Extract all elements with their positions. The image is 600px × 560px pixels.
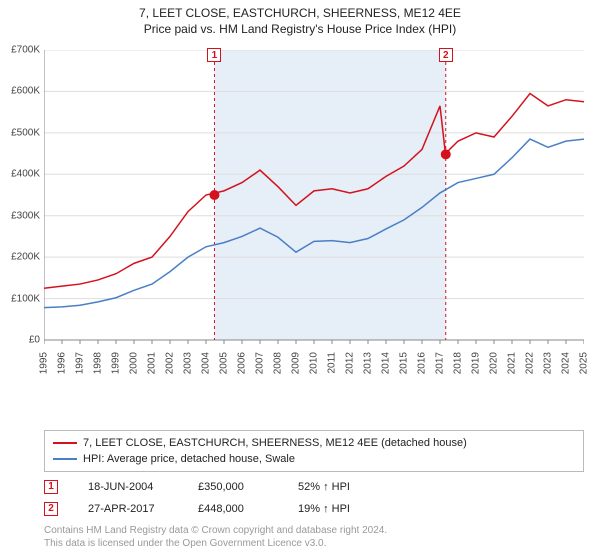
x-tick-label: 2010 <box>309 352 320 374</box>
sales-table: 1 18-JUN-2004 £350,000 52% ↑ HPI 2 27-AP… <box>44 476 388 520</box>
x-tick-label: 2015 <box>399 352 410 374</box>
x-tick-label: 2004 <box>201 352 212 374</box>
x-tick-label: 2022 <box>525 352 536 374</box>
x-tick-label: 1996 <box>57 352 68 374</box>
y-tick-label: £100K <box>0 293 40 304</box>
sales-row: 1 18-JUN-2004 £350,000 52% ↑ HPI <box>44 476 388 498</box>
x-tick-label: 2011 <box>327 352 338 374</box>
x-tick-label: 2021 <box>507 352 518 374</box>
disclaimer-line: Contains HM Land Registry data © Crown c… <box>44 524 387 537</box>
x-tick-label: 1999 <box>111 352 122 374</box>
titles: 7, LEET CLOSE, EASTCHURCH, SHEERNESS, ME… <box>0 0 600 36</box>
chart-title: 7, LEET CLOSE, EASTCHURCH, SHEERNESS, ME… <box>0 6 600 20</box>
y-tick-label: £600K <box>0 86 40 97</box>
y-tick-label: £300K <box>0 210 40 221</box>
chart-plot-area: £0£100K£200K£300K£400K£500K£600K£700K 19… <box>44 50 584 380</box>
disclaimer: Contains HM Land Registry data © Crown c… <box>44 524 387 550</box>
x-tick-label: 2005 <box>219 352 230 374</box>
sale-marker-icon: 1 <box>44 480 58 494</box>
legend-label: HPI: Average price, detached house, Swal… <box>83 451 295 467</box>
y-tick-label: £400K <box>0 169 40 180</box>
y-tick-label: £200K <box>0 252 40 263</box>
sale-date: 18-JUN-2004 <box>88 476 168 498</box>
legend-row: HPI: Average price, detached house, Swal… <box>53 451 575 467</box>
y-tick-label: £0 <box>0 335 40 346</box>
chart-marker-icon: 1 <box>207 48 221 62</box>
x-tick-label: 2023 <box>543 352 554 374</box>
x-tick-label: 2024 <box>561 352 572 374</box>
x-tick-label: 2016 <box>417 352 428 374</box>
chart-subtitle: Price paid vs. HM Land Registry's House … <box>0 22 600 36</box>
x-tick-label: 2006 <box>237 352 248 374</box>
x-tick-label: 1998 <box>93 352 104 374</box>
x-tick-label: 2009 <box>291 352 302 374</box>
sale-price: £350,000 <box>198 476 268 498</box>
x-tick-label: 1997 <box>75 352 86 374</box>
x-tick-label: 1995 <box>39 352 50 374</box>
disclaimer-line: This data is licensed under the Open Gov… <box>44 537 387 550</box>
x-tick-label: 2018 <box>453 352 464 374</box>
legend-row: 7, LEET CLOSE, EASTCHURCH, SHEERNESS, ME… <box>53 435 575 451</box>
x-tick-label: 2000 <box>129 352 140 374</box>
legend-swatch <box>53 458 77 460</box>
sale-pct: 52% ↑ HPI <box>298 476 388 498</box>
x-tick-label: 2014 <box>381 352 392 374</box>
sale-pct: 19% ↑ HPI <box>298 498 388 520</box>
x-tick-label: 2001 <box>147 352 158 374</box>
x-tick-label: 2002 <box>165 352 176 374</box>
sales-row: 2 27-APR-2017 £448,000 19% ↑ HPI <box>44 498 388 520</box>
chart-svg <box>44 50 584 380</box>
x-tick-label: 2017 <box>435 352 446 374</box>
legend-label: 7, LEET CLOSE, EASTCHURCH, SHEERNESS, ME… <box>83 435 467 451</box>
chart-container: 7, LEET CLOSE, EASTCHURCH, SHEERNESS, ME… <box>0 0 600 560</box>
y-tick-label: £500K <box>0 127 40 138</box>
x-tick-label: 2020 <box>489 352 500 374</box>
sale-price: £448,000 <box>198 498 268 520</box>
sale-marker-icon: 2 <box>44 502 58 516</box>
sale-marker-number: 1 <box>48 476 54 498</box>
sale-date: 27-APR-2017 <box>88 498 168 520</box>
x-tick-label: 2012 <box>345 352 356 374</box>
x-tick-label: 2019 <box>471 352 482 374</box>
x-tick-label: 2008 <box>273 352 284 374</box>
chart-marker-icon: 2 <box>439 48 453 62</box>
x-tick-label: 2007 <box>255 352 266 374</box>
legend: 7, LEET CLOSE, EASTCHURCH, SHEERNESS, ME… <box>44 430 584 472</box>
x-tick-label: 2003 <box>183 352 194 374</box>
legend-swatch <box>53 442 77 444</box>
y-tick-label: £700K <box>0 45 40 56</box>
sale-marker-number: 2 <box>48 498 54 520</box>
x-tick-label: 2013 <box>363 352 374 374</box>
x-tick-label: 2025 <box>579 352 590 374</box>
